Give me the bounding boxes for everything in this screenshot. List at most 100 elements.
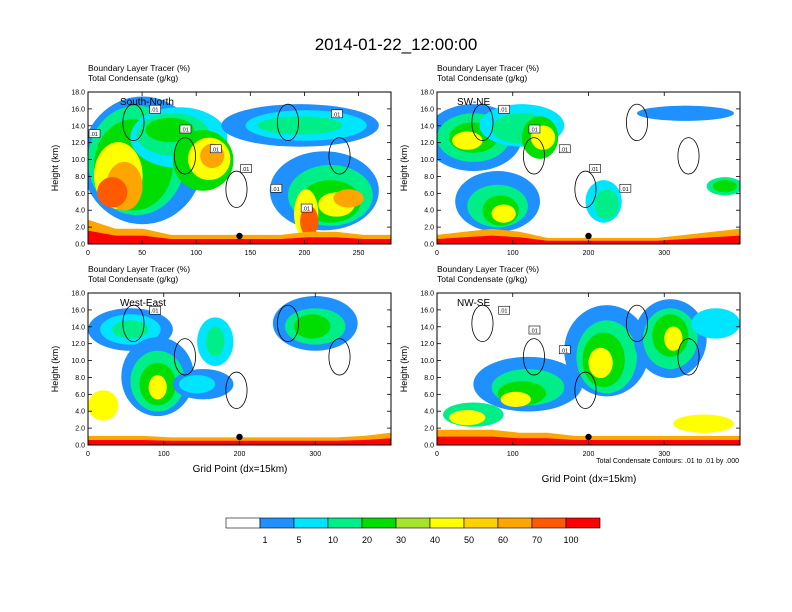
field-shade-yellow (673, 414, 734, 433)
y-tick-label: 0.0 (424, 242, 434, 249)
field-shade-green (712, 180, 737, 193)
x-tick-label: 300 (658, 250, 670, 257)
contour-label: .01 (589, 164, 601, 173)
y-tick-label: 16.0 (420, 106, 434, 113)
colorbar-swatch (361, 517, 397, 529)
y-tick-label: 8.0 (424, 375, 434, 382)
svg-text:.01: .01 (560, 348, 568, 354)
colorbar-swatch (429, 517, 465, 529)
panel-title-line1: Boundary Layer Tracer (%) (88, 264, 190, 274)
colorbar-swatch (565, 517, 601, 529)
y-axis-label: Height (km) (50, 145, 60, 192)
svg-text:.01: .01 (591, 167, 599, 173)
y-tick-label: 8.0 (424, 174, 434, 181)
contour-label: .01 (558, 345, 571, 354)
svg-text:.01: .01 (530, 128, 538, 134)
panel-nw-se: Boundary Layer Tracer (%) Total Condensa… (399, 264, 741, 485)
plot-area: .01 .01 .01 .01 .01 (437, 92, 740, 244)
svg-text:.01: .01 (272, 187, 280, 193)
svg-text:.01: .01 (242, 167, 250, 173)
y-tick-label: 2.0 (424, 225, 434, 232)
y-axis-label: Height (km) (399, 145, 409, 192)
y-tick-label: 6.0 (424, 191, 434, 198)
field-shade-yellow (148, 375, 167, 400)
condensate-contour (173, 137, 196, 175)
svg-text:.01: .01 (530, 329, 538, 335)
contour-label: .01 (498, 104, 510, 114)
y-tick-label: 0.0 (75, 242, 85, 249)
svg-text:.01: .01 (211, 147, 219, 153)
colorbar-swatch (293, 517, 329, 529)
x-tick-label: 200 (583, 250, 595, 257)
svg-text:.01: .01 (333, 112, 341, 118)
contour-label: .01 (179, 124, 192, 134)
plot-area: .01 (88, 293, 391, 445)
panel-title-line2: Total Condensate (g/kg) (88, 274, 178, 284)
panel-sw-ne: Boundary Layer Tracer (%) Total Condensa… (399, 63, 741, 257)
colorbar-swatch (395, 517, 431, 529)
field-shade-cyan (691, 308, 740, 339)
y-tick-label: 2.0 (75, 426, 85, 433)
y-tick-label: 4.0 (424, 409, 434, 416)
colorbar: 1 5 10 20 30 40 50 60 70 100 (225, 517, 601, 545)
panel-title-line1: Boundary Layer Tracer (%) (437, 264, 539, 274)
condensate-contour (122, 304, 145, 343)
condensate-contour (522, 338, 545, 376)
condensate-contour (677, 137, 700, 175)
colorbar-swatch (531, 517, 567, 529)
svg-text:.01: .01 (151, 108, 159, 114)
condensate-contour (471, 304, 494, 343)
condensate-contour (574, 371, 597, 409)
colorbar-label: 60 (498, 535, 508, 545)
condensate-contour (276, 103, 299, 142)
y-tick-label: 12.0 (71, 140, 85, 147)
colorbar-label: 70 (532, 535, 542, 545)
location-marker (585, 232, 592, 240)
y-tick-label: 8.0 (75, 375, 85, 382)
field-shade-yellow (449, 410, 486, 426)
x-tick-label: 150 (244, 250, 256, 257)
y-tick-label: 2.0 (424, 426, 434, 433)
plot-area: .01 .01 .01 (437, 293, 740, 445)
svg-text:.01: .01 (302, 207, 310, 213)
field-shade-green (145, 117, 195, 143)
svg-text:.01: .01 (500, 309, 508, 315)
y-tick-label: 16.0 (71, 106, 85, 113)
y-tick-label: 6.0 (75, 392, 85, 399)
y-tick-label: 14.0 (420, 324, 434, 331)
panel-title-line1: Boundary Layer Tracer (%) (437, 63, 539, 73)
field-shade-teal (112, 320, 149, 339)
panel-title-line2: Total Condensate (g/kg) (88, 73, 178, 83)
field-shade-yellow (88, 390, 119, 421)
y-tick-label: 10.0 (420, 358, 434, 365)
y-axis-label: Height (km) (50, 346, 60, 393)
x-axis-label: Grid Point (dx=15km) (193, 464, 288, 475)
y-tick-label: 12.0 (71, 341, 85, 348)
y-tick-label: 14.0 (420, 123, 434, 130)
svg-text:.01: .01 (560, 147, 568, 153)
location-marker (236, 232, 243, 240)
colorbar-label: 20 (362, 535, 372, 545)
x-tick-label: 100 (507, 451, 519, 458)
contour-note: Total Condensate Contours: .01 to .01 by… (596, 458, 739, 465)
colorbar-label: 100 (563, 535, 578, 545)
field-shade-teal (206, 326, 225, 357)
colorbar-label: 10 (328, 535, 338, 545)
field-shade-orange (333, 189, 364, 208)
svg-text:.01: .01 (621, 187, 629, 193)
contour-label: .01 (498, 305, 510, 315)
field-shade-yellow (491, 204, 516, 223)
condensate-contour (328, 338, 351, 376)
colorbar-swatch (259, 517, 295, 529)
condensate-contour (225, 371, 248, 409)
panel-south-north: Boundary Layer Tracer (%) Total Condensa… (50, 63, 392, 257)
field-shade-blue (636, 105, 734, 121)
condensate-contour (625, 304, 648, 343)
contour-label: .01 (209, 144, 222, 153)
condensate-contour (677, 338, 700, 376)
x-tick-label: 200 (583, 451, 595, 458)
figure-title: 2014-01-22_12:00:00 (315, 35, 478, 54)
field-shade-redorange (97, 177, 128, 208)
panel-label: West-East (120, 298, 166, 309)
